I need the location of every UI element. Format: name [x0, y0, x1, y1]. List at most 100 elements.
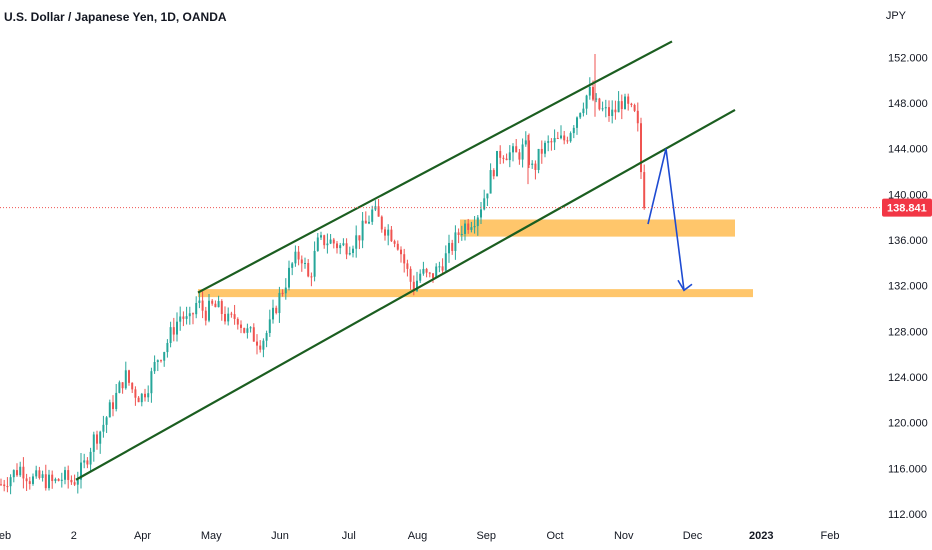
candle-body [457, 232, 460, 235]
candle-body [400, 249, 402, 255]
candle-body [6, 486, 9, 488]
last-price-label: 138.841 [887, 203, 927, 215]
candle-body [160, 360, 162, 362]
x-tick-label: Sep [476, 530, 496, 542]
candle-body [262, 340, 265, 350]
candle-body [569, 133, 572, 142]
upper-support-zone[interactable] [460, 219, 735, 237]
candle-body [12, 470, 15, 478]
candle-body [28, 481, 31, 484]
candle-body [364, 220, 367, 224]
price-axis[interactable]: 152.000 148.000 144.000 140.000 136.000 132.0… [888, 52, 928, 521]
candle-body [361, 220, 364, 241]
candle-body [560, 135, 562, 139]
candle-body [294, 251, 297, 264]
candle-body [563, 135, 566, 141]
candle-body [604, 107, 607, 109]
y-tick-label: 124.000 [888, 372, 928, 384]
y-tick-label: 132.000 [888, 281, 928, 293]
candle-body [592, 87, 594, 100]
x-tick-label: 2023 [749, 530, 773, 542]
candle-body [329, 239, 332, 244]
candle-body [352, 248, 354, 253]
x-tick-label: May [201, 530, 222, 542]
candle-body [553, 137, 556, 143]
candle-body [51, 474, 54, 482]
candle-body [608, 107, 610, 116]
x-tick-label: Dec [683, 530, 703, 542]
candle-body [166, 342, 169, 353]
candle-body [582, 108, 585, 114]
x-tick-label: Nov [614, 530, 634, 542]
candle-body [252, 327, 255, 342]
candle-body [198, 300, 201, 303]
candle-body [521, 144, 524, 160]
candle-body [140, 393, 143, 403]
candle-body [70, 479, 73, 483]
candle-body [240, 324, 242, 328]
candle-body [64, 470, 66, 480]
lower-support-zone[interactable] [198, 289, 753, 298]
candle-body [208, 300, 210, 321]
projection-path[interactable] [647, 148, 685, 291]
candle-body [624, 96, 626, 110]
candle-body [620, 101, 623, 110]
candle-body [393, 241, 396, 244]
time-axis[interactable]: eb 2 Apr May Jun Jul Aug Sep Oct Nov Dec 2023 Feb [0, 530, 839, 542]
candle-body [291, 263, 294, 268]
x-tick-label: Jun [271, 530, 289, 542]
candle-body [460, 233, 463, 235]
trendlines[interactable] [75, 40, 736, 481]
candle-body [572, 127, 575, 134]
candle-body [204, 310, 207, 321]
candle-body [243, 327, 246, 333]
candle-body [297, 251, 300, 260]
candle-body [579, 113, 582, 118]
candle-body [505, 158, 508, 161]
candle-body [396, 243, 399, 250]
candle-body [236, 318, 239, 325]
candle-body [422, 268, 425, 274]
candle-body [387, 229, 390, 236]
candle-body [342, 243, 345, 246]
candle-body [310, 276, 313, 278]
candle-body [384, 229, 386, 236]
candle-body [224, 313, 226, 322]
arrowhead-icon [677, 279, 693, 292]
candle-body [368, 221, 370, 224]
candle-body [323, 235, 326, 246]
candle-body [60, 479, 63, 481]
projection-arrow[interactable] [647, 148, 693, 292]
candle-body [44, 474, 47, 489]
channel-lower-trendline[interactable] [75, 108, 736, 481]
candle-body [0, 484, 2, 486]
candle-body [211, 300, 214, 304]
candle-body [249, 327, 252, 329]
candle-body [496, 151, 498, 177]
candle-body [419, 273, 422, 281]
candle-body [86, 460, 89, 465]
candle-body [150, 371, 153, 394]
candle-body [195, 302, 198, 315]
candle-body [444, 253, 447, 271]
candle-body [425, 268, 428, 273]
x-tick-label: Apr [134, 530, 151, 542]
candle-body [230, 313, 233, 315]
candle-body [275, 307, 278, 314]
candle-body [601, 108, 604, 110]
channel-upper-trendline[interactable] [197, 40, 673, 294]
candle-body [348, 252, 351, 255]
candle-body [633, 104, 636, 111]
candle-body [67, 470, 70, 480]
candle-body [54, 479, 57, 482]
candle-body [246, 328, 249, 333]
candle-body [470, 227, 473, 230]
candle-body [451, 242, 454, 251]
candle-body [192, 313, 194, 315]
candle-body [486, 193, 489, 199]
candle-body [25, 478, 28, 482]
candle-body [540, 148, 543, 154]
candle-body [640, 123, 642, 173]
x-tick-label: Aug [408, 530, 428, 542]
